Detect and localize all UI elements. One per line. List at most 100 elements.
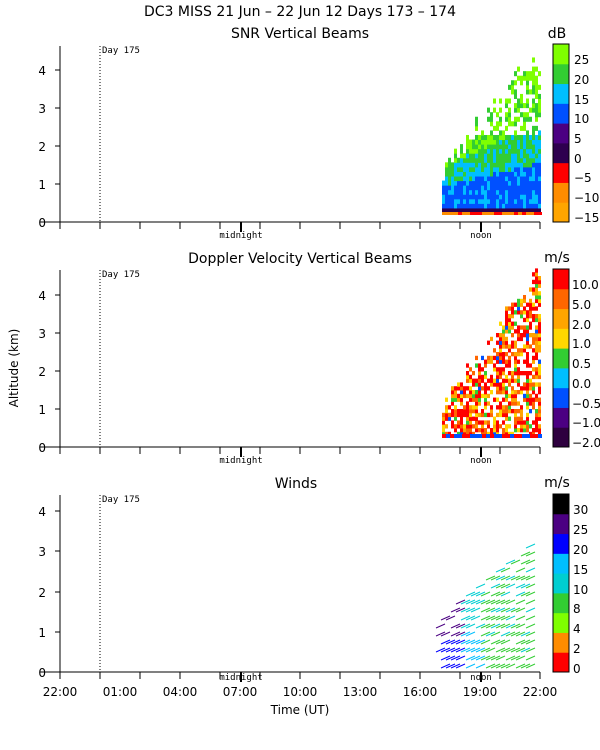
doppler-cell <box>448 412 451 418</box>
doppler-cell <box>496 374 499 380</box>
snr-colorbar-tick: 15 <box>574 93 589 107</box>
doppler-cell <box>502 405 505 410</box>
snr-cell <box>526 139 529 145</box>
snr-cell <box>472 180 475 186</box>
snr-cell <box>451 203 454 209</box>
wind-barb <box>460 631 471 637</box>
snr-cell <box>532 157 535 163</box>
doppler-cell <box>529 344 532 349</box>
wind-barb <box>480 655 491 661</box>
doppler-cell <box>493 420 496 425</box>
doppler-cell <box>535 268 538 273</box>
doppler-cell <box>508 355 511 361</box>
doppler-cell <box>499 359 502 364</box>
doppler-cell <box>520 420 523 425</box>
snr-cell <box>478 166 481 172</box>
snr-cell <box>462 212 466 215</box>
doppler-cell <box>508 306 511 311</box>
doppler-colorbar-tick: 2.0 <box>572 318 591 332</box>
snr-cell <box>538 180 541 186</box>
snr-cell <box>520 198 523 204</box>
snr-cell <box>526 203 529 209</box>
wind-barb <box>500 631 511 637</box>
wind-barb <box>505 615 516 621</box>
snr-cell <box>475 153 478 159</box>
doppler-cell <box>529 298 532 304</box>
snr-cell <box>454 153 457 159</box>
snr-cell <box>481 148 484 154</box>
doppler-cell <box>514 420 517 425</box>
doppler-cell <box>472 431 475 437</box>
doppler-cell <box>526 424 529 429</box>
doppler-cell <box>538 390 541 395</box>
wind-barb <box>460 615 471 621</box>
doppler-cell <box>526 434 530 438</box>
doppler-cell <box>520 314 523 319</box>
snr-cell <box>538 166 541 172</box>
doppler-cell <box>496 424 499 429</box>
snr-cell <box>514 134 517 141</box>
winds-y-tick: 4 <box>38 505 46 519</box>
doppler-cell <box>538 386 541 391</box>
doppler-cell <box>535 336 538 342</box>
doppler-cell <box>466 405 469 410</box>
snr-cell <box>518 212 522 215</box>
snr-cell <box>496 157 499 163</box>
snr-cell <box>502 207 505 213</box>
snr-cell <box>460 198 463 204</box>
snr-cell <box>490 176 493 182</box>
doppler-cell <box>454 409 457 414</box>
doppler-cell <box>505 317 508 323</box>
winds-midnight-label: midnight <box>219 673 262 683</box>
snr-cell <box>481 162 484 168</box>
doppler-cell <box>490 378 493 383</box>
snr-cell <box>499 207 502 213</box>
snr-cell <box>523 134 526 141</box>
wind-barb <box>525 623 536 629</box>
snr-cell <box>466 185 469 191</box>
doppler-colorbar-tick: 1.0 <box>572 337 591 351</box>
doppler-cell <box>475 378 478 383</box>
snr-cell <box>460 148 463 154</box>
doppler-cell <box>442 416 445 421</box>
wind-barb <box>455 623 466 629</box>
snr-cell <box>523 166 526 172</box>
snr-cell <box>484 148 487 154</box>
doppler-cell <box>460 390 463 395</box>
snr-cell <box>457 194 460 200</box>
doppler-cell <box>472 390 475 395</box>
doppler-cell <box>469 397 472 402</box>
doppler-cell <box>451 393 454 399</box>
snr-cell <box>493 180 496 186</box>
snr-cell <box>460 194 463 200</box>
snr-cell <box>523 125 526 131</box>
snr-cell <box>505 176 508 182</box>
doppler-cell <box>526 302 529 307</box>
snr-cell <box>478 207 481 213</box>
snr-cell <box>511 171 514 177</box>
doppler-cell <box>523 382 526 387</box>
wind-barb <box>515 591 526 597</box>
doppler-cell <box>502 344 505 349</box>
snr-cell <box>454 166 457 172</box>
snr-cell <box>457 162 460 168</box>
snr-cell <box>451 185 454 191</box>
doppler-cell <box>457 393 460 399</box>
doppler-cell <box>460 382 463 387</box>
doppler-cell <box>517 325 520 330</box>
doppler-cell <box>520 371 523 376</box>
snr-cell <box>514 89 517 95</box>
snr-cell <box>535 176 538 182</box>
snr-cell <box>535 93 538 99</box>
doppler-cell <box>538 428 541 433</box>
snr-cell <box>514 212 518 215</box>
wind-barb <box>520 639 531 645</box>
snr-cell <box>508 107 511 113</box>
snr-cell <box>493 185 496 191</box>
doppler-cell <box>490 431 493 437</box>
doppler-cell <box>532 359 535 364</box>
doppler-data-layer <box>442 268 542 438</box>
doppler-cell <box>535 409 538 414</box>
snr-cell <box>517 116 520 122</box>
snr-cell <box>517 75 520 81</box>
